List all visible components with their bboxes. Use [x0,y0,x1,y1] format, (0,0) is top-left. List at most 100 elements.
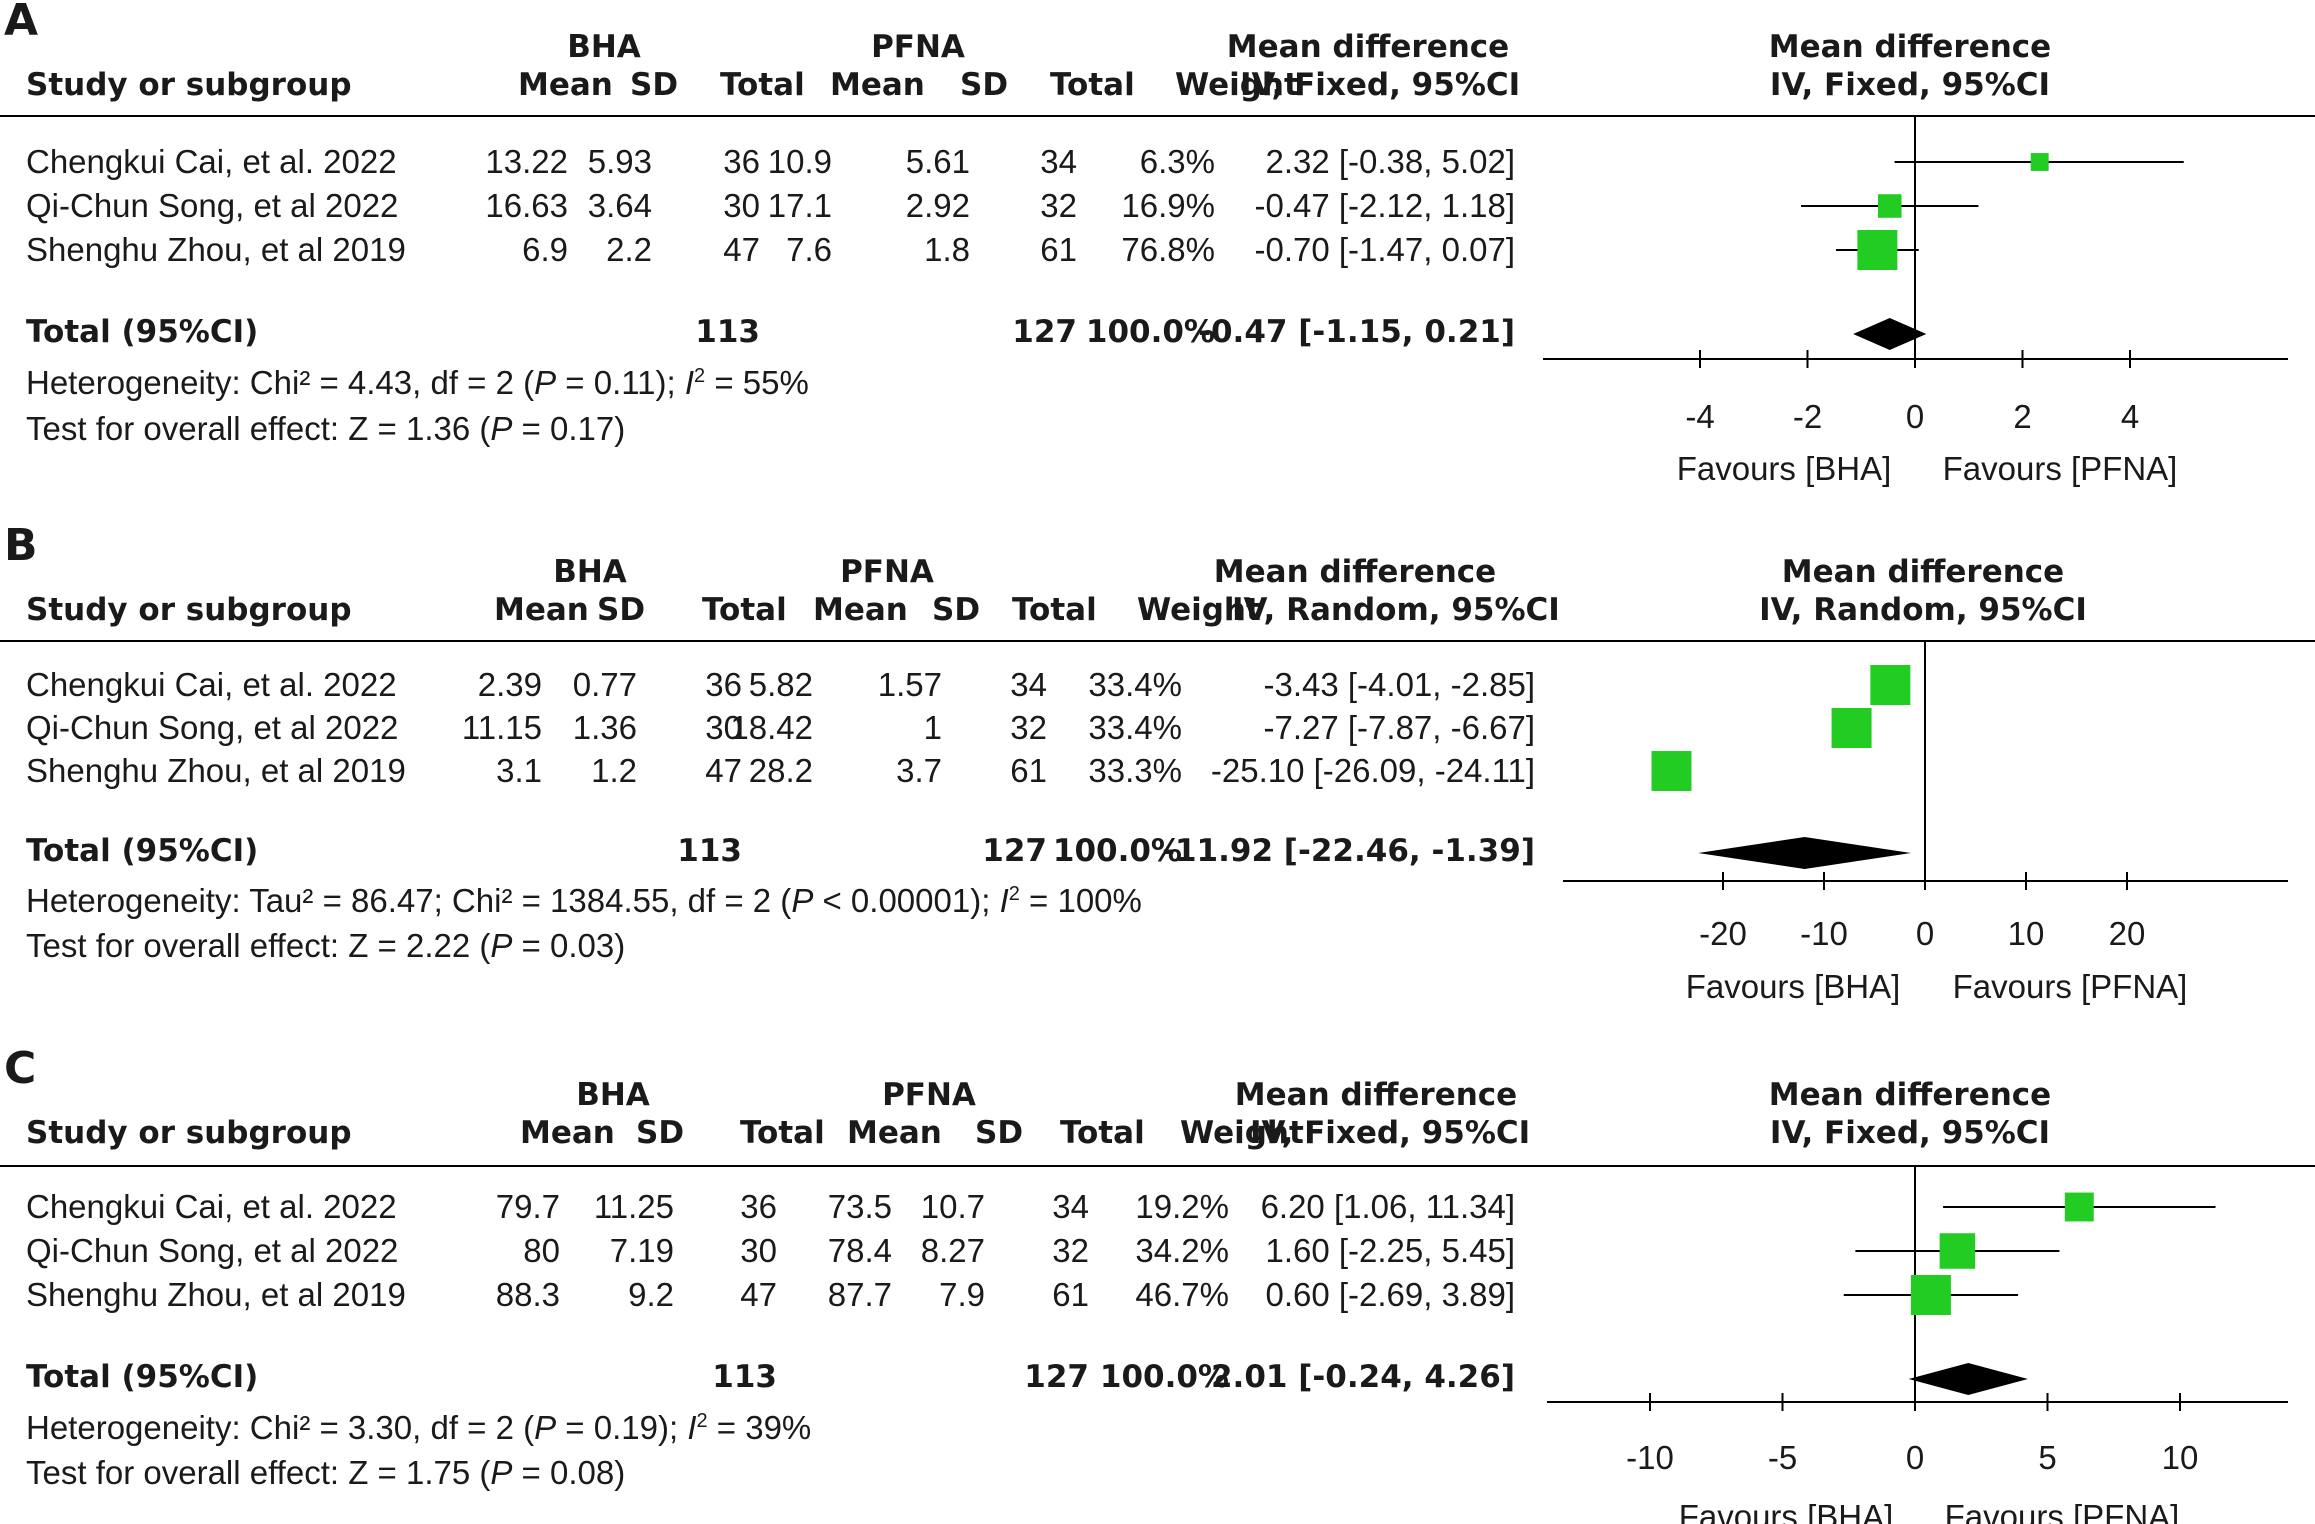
mean1-header: Mean [518,67,613,103]
weight-header: Weight [1175,67,1299,103]
total-ci: 2.01 [-0.24, 4.26] [1210,1359,1515,1395]
sd1-header: SD [636,1115,685,1151]
sd2-header: SD [975,1115,1024,1151]
bha-sd: 9.2 [628,1276,674,1313]
study-effect-marker [1870,665,1911,705]
x-tick-label: -2 [1792,398,1823,435]
pfna-mean: 73.5 [827,1188,892,1225]
x-tick-label: -20 [1699,915,1747,952]
pfna-sd: 1.57 [877,666,942,703]
group1-header: BHA [567,29,641,65]
overall-effect-text: Test for overall effect: Z = 1.36 (P = 0… [26,410,626,447]
study-effect-marker [1939,1233,1976,1269]
study-effect-marker [2064,1192,2094,1222]
p-symbol: P [791,882,814,919]
study-ci: -3.43 [-4.01, -2.85] [1263,666,1536,703]
x-tick-label: -10 [1626,1439,1674,1476]
forest-panel-c: C BHA PFNA Mean difference Mean difference St… [0,1047,2315,1524]
forest-panel-a: A BHA PFNA Mean difference Mean difference St… [0,0,2315,500]
favours-right-label: Favours [PFNA] [1942,450,2178,487]
panel-label: A [4,0,39,46]
total-label: Total (95%CI) [26,314,259,350]
study-weight: 46.7% [1135,1276,1229,1313]
bha-total: 47 [740,1276,777,1313]
total-ci: -0.47 [-1.15, 0.21] [1198,314,1515,350]
study-weight: 16.9% [1121,187,1215,224]
x-tick-label: 0 [1915,915,1935,952]
bha-mean: 11.15 [461,709,542,746]
mean2-header: Mean [830,67,925,103]
pooled-effect-diamond [1908,1363,2028,1395]
total-bha-n: 113 [677,833,742,869]
plot-title: Mean difference [1781,554,2065,590]
total2-header: Total [1060,1115,1145,1151]
pfna-total: 32 [1040,187,1077,224]
x-tick-label: 0 [1905,398,1925,435]
study-ci: -7.27 [-7.87, -6.67] [1263,709,1536,746]
x-tick-label: 5 [2038,1439,2057,1476]
total1-header: Total [720,67,805,103]
bha-sd: 3.64 [587,187,652,224]
favours-right-label: Favours [PFNA] [1952,968,2188,1005]
group2-header: PFNA [882,1077,976,1113]
study-effect-marker [1831,708,1872,748]
study-name: Shenghu Zhou, et al 2019 [26,231,406,268]
bha-sd: 5.93 [587,143,652,180]
total-pfna-n: 127 [1012,314,1077,350]
p-symbol: P [490,410,513,447]
study-ci: 2.32 [-0.38, 5.02] [1265,143,1515,180]
method-header: IV, Random, 95%CI [1232,592,1560,628]
bha-sd: 2.2 [606,231,652,268]
sd1-header: SD [630,67,679,103]
bha-total: 36 [723,143,760,180]
study-name: Qi-Chun Song, et al 2022 [26,187,399,224]
study-name: Qi-Chun Song, et al 2022 [26,709,399,746]
study-ci: 1.60 [-2.25, 5.45] [1265,1232,1515,1269]
heterogeneity-text: Heterogeneity: Chi² = 3.30, df = 2 (P = … [26,1409,812,1446]
md-title: Mean difference [1213,554,1497,590]
bha-sd: 1.2 [591,752,637,789]
i2-superscript: 2 [1008,883,1020,905]
pfna-total: 34 [1040,143,1077,180]
study-effect-marker [1651,751,1692,791]
pfna-total: 32 [1052,1232,1089,1269]
group2-header: PFNA [840,554,934,590]
weight-header: Weight [1180,1115,1304,1151]
pfna-mean: 78.4 [827,1232,892,1269]
bha-sd: 1.36 [572,709,637,746]
i2-symbol: I [687,1409,697,1446]
x-tick-label: 10 [2161,1439,2199,1476]
bha-mean: 2.39 [477,666,542,703]
pfna-sd: 5.61 [905,143,970,180]
favours-left-label: Favours [BHA] [1678,1498,1894,1524]
total-weight: 100.0% [1099,1359,1229,1395]
plot-method: IV, Fixed, 95%CI [1769,1115,2051,1151]
total2-header: Total [1050,67,1135,103]
total-pfna-n: 127 [1024,1359,1089,1395]
header-rule [0,115,2315,117]
study-weight: 33.4% [1088,709,1182,746]
study-weight: 76.8% [1121,231,1215,268]
plot-title: Mean difference [1768,1077,2052,1113]
x-tick-label: 10 [2007,915,2045,952]
study-header: Study or subgroup [26,67,352,103]
pfna-total: 61 [1040,231,1077,268]
pfna-sd: 1.8 [924,231,970,268]
bha-total: 30 [740,1232,777,1269]
md-title: Mean difference [1234,1077,1518,1113]
mean2-header: Mean [847,1115,942,1151]
total-label: Total (95%CI) [26,1359,259,1395]
bha-mean: 3.1 [496,752,542,789]
plot-method: IV, Fixed, 95%CI [1769,67,2051,103]
overall-effect-text: Test for overall effect: Z = 2.22 (P = 0… [26,927,626,964]
study-weight: 34.2% [1135,1232,1229,1269]
pfna-total: 34 [1010,666,1047,703]
study-name: Shenghu Zhou, et al 2019 [26,752,406,789]
x-tick-label: 2 [2013,398,2032,435]
pfna-mean: 18.42 [730,709,813,746]
mean1-header: Mean [494,592,589,628]
total-bha-n: 113 [695,314,760,350]
pfna-total: 61 [1010,752,1047,789]
sd1-header: SD [597,592,646,628]
